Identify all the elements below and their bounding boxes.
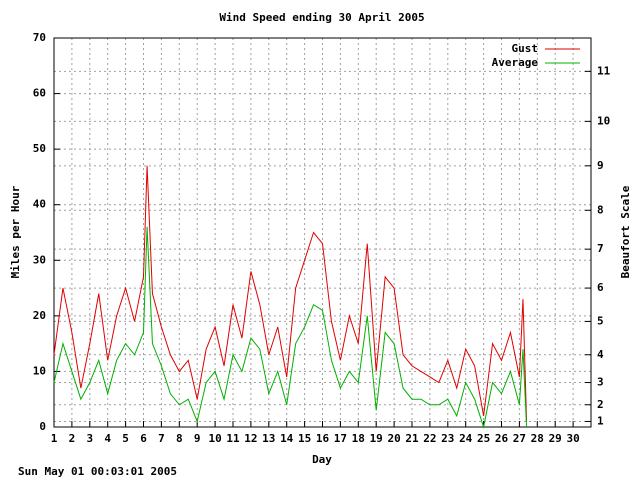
x-tick-label: 2 xyxy=(69,432,76,445)
y2-tick-label: 11 xyxy=(597,64,611,77)
y-tick-label: 60 xyxy=(33,87,46,100)
y2-tick-label: 1 xyxy=(597,414,604,427)
x-tick-label: 27 xyxy=(513,432,526,445)
x-tick-label: 10 xyxy=(208,432,221,445)
y2-tick-label: 6 xyxy=(597,281,604,294)
legend-label: Average xyxy=(492,56,539,69)
x-tick-label: 1 xyxy=(51,432,58,445)
x-tick-label: 11 xyxy=(226,432,240,445)
x-tick-label: 12 xyxy=(244,432,257,445)
x-axis-label: Day xyxy=(312,453,332,466)
x-tick-label: 16 xyxy=(316,432,330,445)
y-tick-label: 0 xyxy=(39,420,46,433)
legend-label: Gust xyxy=(512,42,539,55)
x-tick-label: 15 xyxy=(298,432,311,445)
plot-frame xyxy=(53,37,592,428)
y2-tick-label: 7 xyxy=(597,242,604,255)
y-axis-label: Miles per Hour xyxy=(9,185,22,278)
x-tick-label: 5 xyxy=(122,432,129,445)
series-line xyxy=(53,165,528,422)
x-tick-label: 3 xyxy=(86,432,93,445)
x-tick-label: 18 xyxy=(352,432,365,445)
x-tick-label: 9 xyxy=(194,432,201,445)
x-tick-label: 19 xyxy=(370,432,383,445)
x-tick-label: 17 xyxy=(334,432,347,445)
x-tick-label: 21 xyxy=(405,432,419,445)
y-tick-label: 40 xyxy=(33,198,46,211)
y2-tick-label: 5 xyxy=(597,314,604,327)
y2-tick-label: 9 xyxy=(597,159,604,172)
series-line xyxy=(53,226,528,429)
x-tick-label: 30 xyxy=(566,432,579,445)
x-tick-label: 29 xyxy=(549,432,562,445)
x-tick-label: 26 xyxy=(495,432,509,445)
y-tick-label: 30 xyxy=(33,253,46,266)
y-tick-label: 10 xyxy=(33,364,46,377)
x-tick-label: 24 xyxy=(459,432,473,445)
x-tick-label: 23 xyxy=(441,432,454,445)
x-tick-label: 28 xyxy=(531,432,544,445)
x-tick-label: 13 xyxy=(262,432,275,445)
x-tick-label: 6 xyxy=(140,432,147,445)
x-tick-label: 4 xyxy=(104,432,111,445)
timestamp: Sun May 01 00:03:01 2005 xyxy=(18,465,177,478)
x-tick-label: 14 xyxy=(280,432,294,445)
chart-title: Wind Speed ending 30 April 2005 xyxy=(219,11,424,24)
y2-tick-label: 2 xyxy=(597,398,604,411)
y2-axis-label: Beaufort Scale xyxy=(619,185,632,278)
y-tick-label: 20 xyxy=(33,309,46,322)
x-tick-label: 7 xyxy=(158,432,165,445)
x-tick-label: 22 xyxy=(423,432,436,445)
x-tick-label: 20 xyxy=(387,432,400,445)
x-tick-label: 8 xyxy=(176,432,183,445)
y-tick-label: 50 xyxy=(33,142,46,155)
x-tick-label: 25 xyxy=(477,432,490,445)
y2-tick-label: 3 xyxy=(597,376,604,389)
y2-tick-label: 8 xyxy=(597,203,604,216)
y2-tick-label: 4 xyxy=(597,348,604,361)
y2-tick-label: 10 xyxy=(597,114,610,127)
y-tick-label: 70 xyxy=(33,31,46,44)
